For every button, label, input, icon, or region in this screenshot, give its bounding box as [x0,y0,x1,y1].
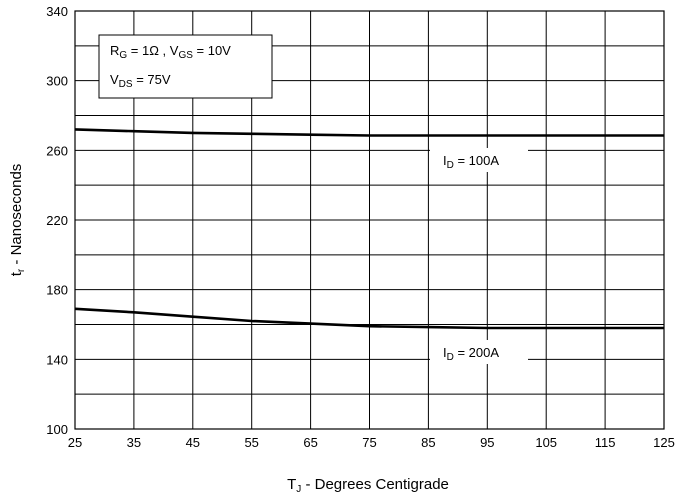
y-axis-title: tr - Nanoseconds [8,164,27,277]
conditions-box-frame [98,34,273,99]
series-line-200a [74,307,664,330]
svg-text:ID = 100A: ID = 100A [443,153,499,171]
y-tick-label-220: 220 [46,213,68,228]
x-tick-label-65: 65 [303,435,317,450]
y-tick-label-300: 300 [46,74,68,89]
y-tick-label-140: 140 [46,352,68,367]
series-line-100a [74,128,664,137]
series-label-200a: ID = 200A [430,340,528,364]
conditions-line-2: VDS = 75V [110,72,171,90]
x-tick-label-95: 95 [480,435,494,450]
conditions-line-1: RG = 1Ω , VGS = 10V [110,43,231,61]
x-tick-label-85: 85 [421,435,435,450]
series-lines [74,128,664,330]
x-tick-label-45: 45 [186,435,200,450]
x-tick-label-125: 125 [653,435,675,450]
y-tick-label-100: 100 [46,422,68,437]
svg-text:ID = 200A: ID = 200A [443,345,499,363]
y-tick-label-180: 180 [46,283,68,298]
x-tick-label-105: 105 [535,435,557,450]
y-tick-label-260: 260 [46,143,68,158]
x-tick-label-115: 115 [595,435,616,450]
series-label-100a: ID = 100A [430,148,528,172]
x-tick-label-25: 25 [68,435,82,450]
x-tick-labels: 25 35 45 55 65 75 85 95 105 115 125 [68,435,675,450]
conditions-box: RG = 1Ω , VGS = 10V VDS = 75V [98,34,273,99]
plot-frame [74,10,665,430]
y-tick-labels: 100 140 180 220 260 300 340 [46,4,68,437]
x-tick-label-35: 35 [127,435,141,450]
x-tick-label-75: 75 [362,435,376,450]
x-tick-label-55: 55 [244,435,258,450]
x-axis-title: TJ - Degrees Centigrade [287,476,449,495]
y-tick-label-340: 340 [46,4,68,19]
